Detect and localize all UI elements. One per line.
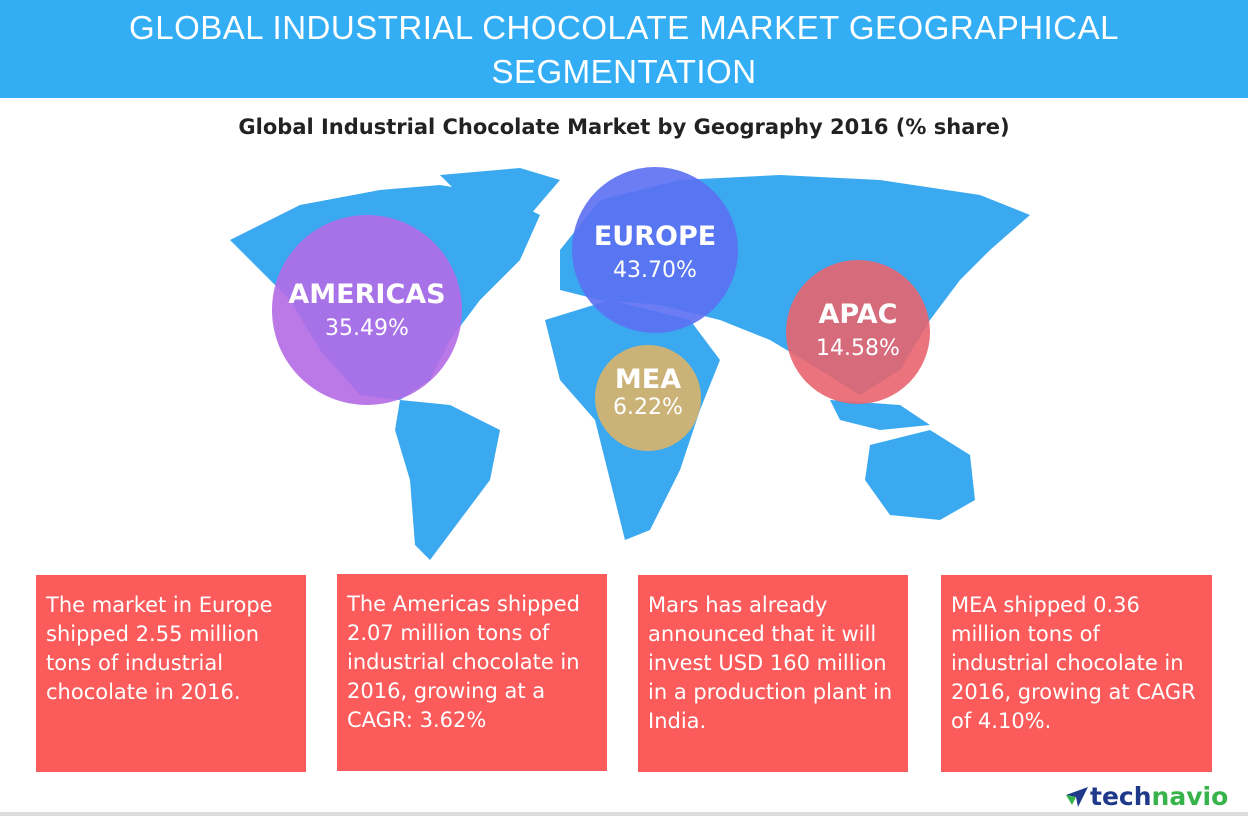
title-line-1: GLOBAL INDUSTRIAL CHOCOLATE MARKET GEOGR…	[129, 9, 1119, 46]
fact-box-apac: Mars has already announced that it will …	[638, 575, 908, 772]
label-americas: AMERICAS 35.49%	[288, 279, 446, 341]
technavio-logo: tech navio	[1064, 782, 1228, 811]
south-america	[395, 400, 500, 560]
header-banner: GLOBAL INDUSTRIAL CHOCOLATE MARKET GEOGR…	[0, 0, 1248, 98]
bubble-americas	[272, 215, 462, 405]
fact-box-europe: The market in Europe shipped 2.55 millio…	[36, 575, 306, 772]
label-apac: APAC 14.58%	[816, 299, 900, 361]
fact-box-mea: MEA shipped 0.36 million tons of industr…	[941, 575, 1212, 772]
title-line-2: SEGMENTATION	[491, 53, 757, 90]
fact-box-americas: The Americas shipped 2.07 million tons o…	[337, 574, 607, 771]
footer-divider	[0, 812, 1248, 816]
logo-arrow-icon	[1066, 786, 1088, 807]
label-mea: MEA 6.22%	[613, 364, 683, 420]
bubble-mea	[595, 345, 701, 451]
bubble-apac	[786, 260, 930, 404]
bubble-europe	[572, 167, 738, 333]
chart-subtitle: Global Industrial Chocolate Market by Ge…	[238, 115, 1010, 139]
greenland	[440, 168, 560, 215]
indonesia	[830, 400, 930, 430]
label-europe: EUROPE 43.70%	[593, 221, 717, 283]
australia	[865, 430, 975, 520]
